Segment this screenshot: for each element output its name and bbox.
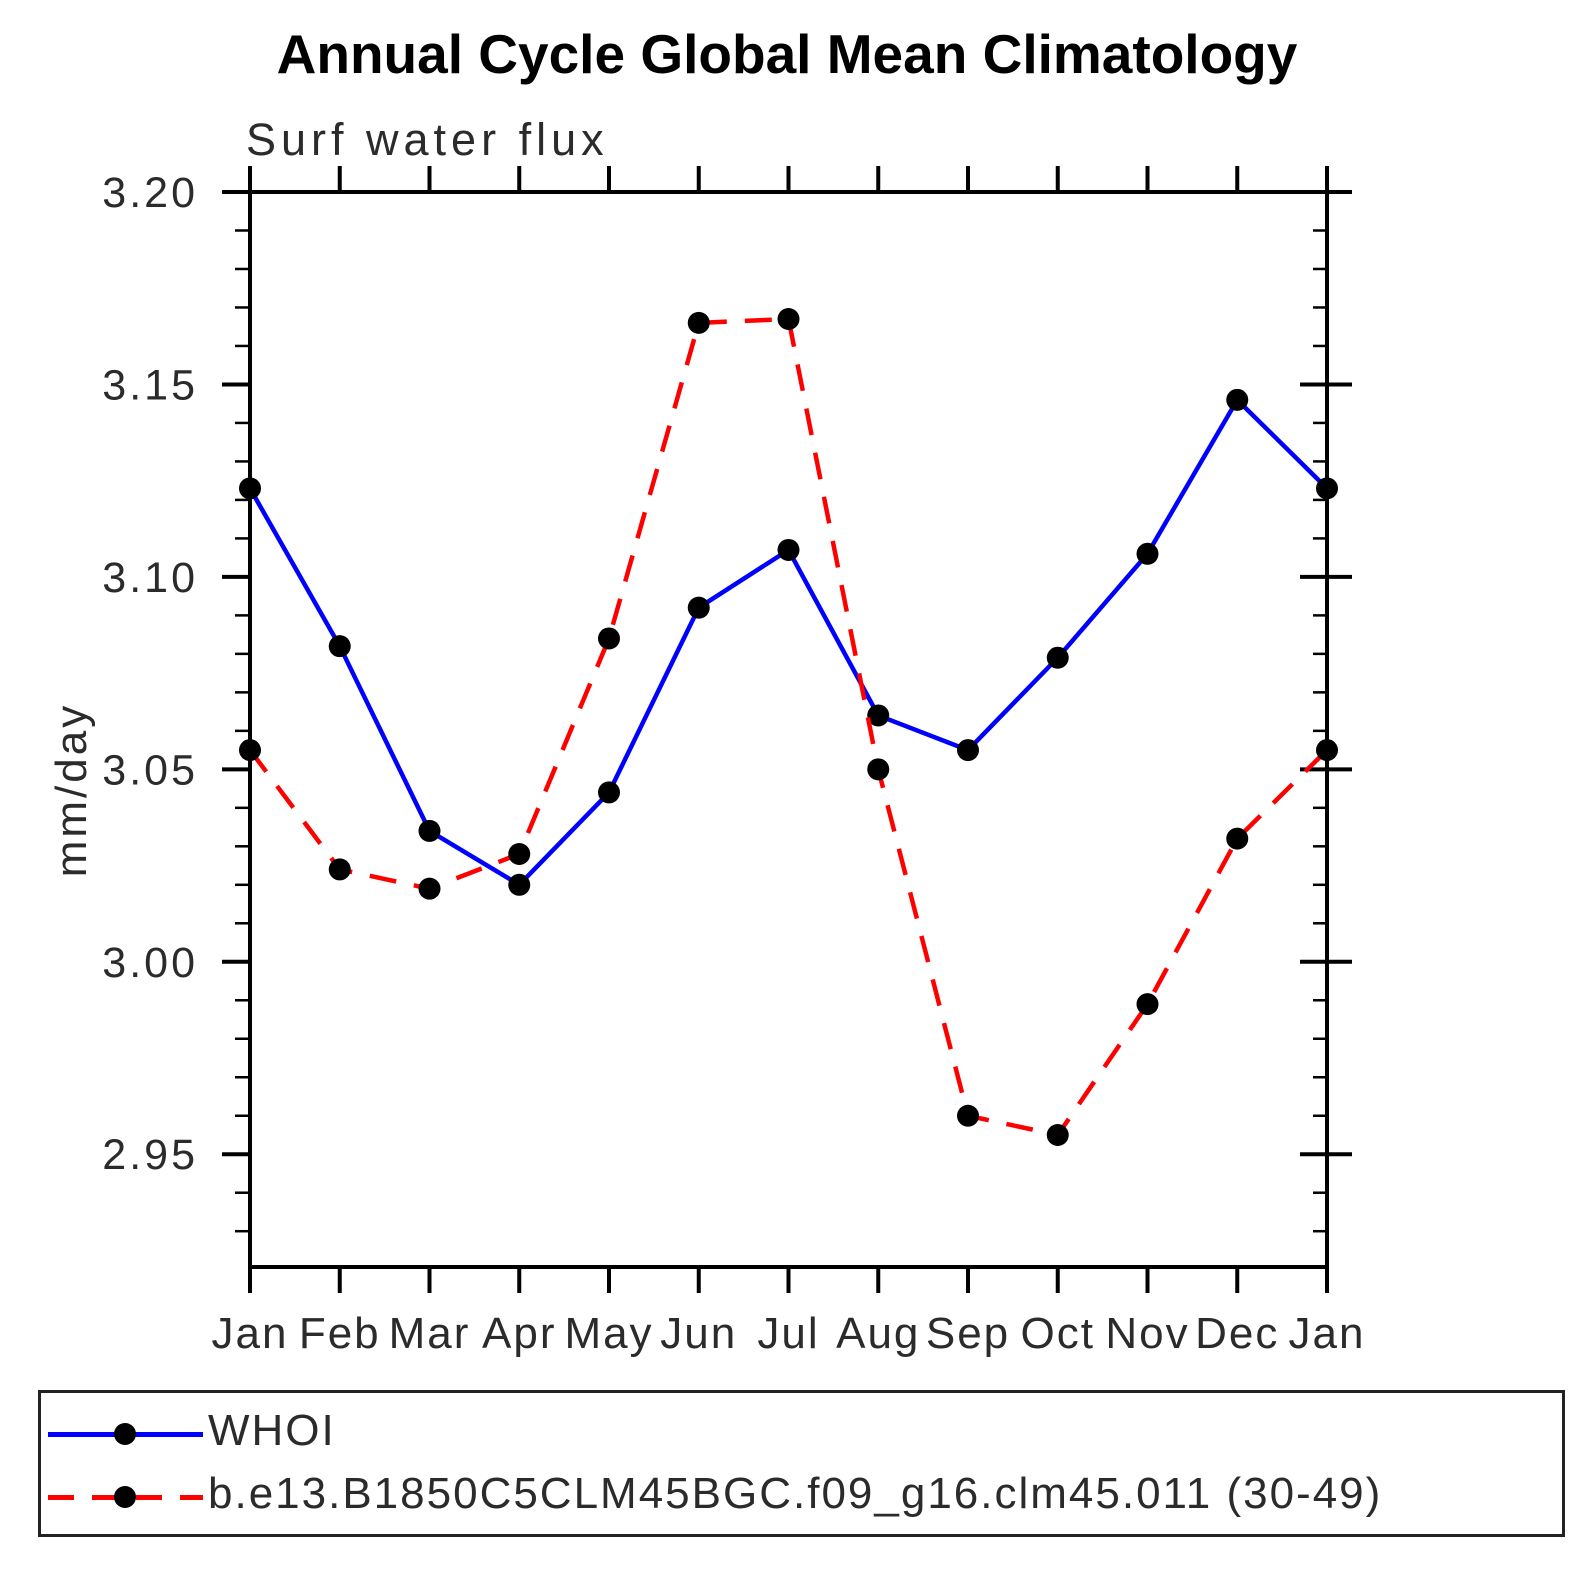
legend-marker-dot	[114, 1486, 136, 1508]
y-tick-label: 2.95	[102, 1131, 198, 1179]
data-point-1	[239, 739, 261, 762]
data-point-1	[1046, 1123, 1069, 1146]
x-tick-label: Jul	[757, 1309, 819, 1358]
data-point-0	[1316, 477, 1338, 500]
x-tick-label: Aug	[836, 1309, 920, 1358]
x-tick-label: Dec	[1195, 1309, 1279, 1358]
x-tick-label: Apr	[482, 1309, 556, 1358]
x-tick-label: Feb	[299, 1309, 381, 1358]
data-point-1	[777, 308, 800, 331]
data-point-0	[957, 739, 979, 762]
page-title: Annual Cycle Global Mean Climatology	[276, 23, 1298, 85]
x-tick-label: Jan	[1289, 1309, 1366, 1358]
y-tick-label: 3.05	[102, 746, 198, 794]
data-point-0	[687, 596, 710, 619]
data-point-1	[508, 843, 531, 866]
y-tick-label: 3.00	[102, 939, 198, 987]
data-point-1	[867, 758, 890, 781]
data-point-0	[598, 781, 620, 804]
legend-marker-dot	[114, 1423, 136, 1445]
x-tick-label: Mar	[389, 1309, 471, 1358]
x-tick-label: Sep	[926, 1309, 1010, 1358]
legend-label-model: b.e13.B1850C5CLM45BGC.f09_g16.clm45.011 …	[208, 1469, 1383, 1518]
series-line-0	[248, 397, 1329, 888]
legend-label-whoi: WHOI	[208, 1406, 336, 1455]
legend-box: WHOI b.e13.B1850C5CLM45BGC.f09_g16.clm45…	[38, 1390, 1565, 1537]
data-point-0	[508, 873, 531, 896]
data-point-1	[1316, 739, 1338, 762]
data-point-1	[1226, 827, 1249, 850]
y-tick-label: 3.20	[102, 169, 198, 217]
data-point-1	[328, 858, 351, 881]
data-point-0	[328, 635, 351, 658]
x-tick-label: Nov	[1105, 1309, 1189, 1358]
data-point-0	[239, 477, 261, 500]
plot-box	[248, 190, 1329, 1269]
x-tick-label: Oct	[1021, 1309, 1095, 1358]
y-tick-label: 3.10	[102, 554, 198, 602]
data-point-1	[687, 311, 710, 334]
x-tick-label: Jan	[212, 1309, 289, 1358]
series-line-1	[248, 316, 1329, 1138]
data-point-1	[957, 1104, 979, 1127]
data-point-0	[777, 538, 800, 561]
x-tick-label: Jun	[660, 1309, 737, 1358]
x-tick-label: May	[564, 1309, 653, 1358]
data-point-1	[598, 627, 620, 650]
data-point-0	[1226, 388, 1249, 411]
data-point-1	[418, 877, 441, 900]
data-point-1	[1136, 993, 1159, 1016]
chart-subtitle: Surf water flux	[246, 114, 609, 165]
data-point-0	[1136, 542, 1159, 565]
data-point-0	[1046, 646, 1069, 669]
data-point-0	[418, 819, 441, 842]
y-tick-label: 3.15	[102, 361, 198, 409]
data-point-0	[867, 704, 890, 727]
